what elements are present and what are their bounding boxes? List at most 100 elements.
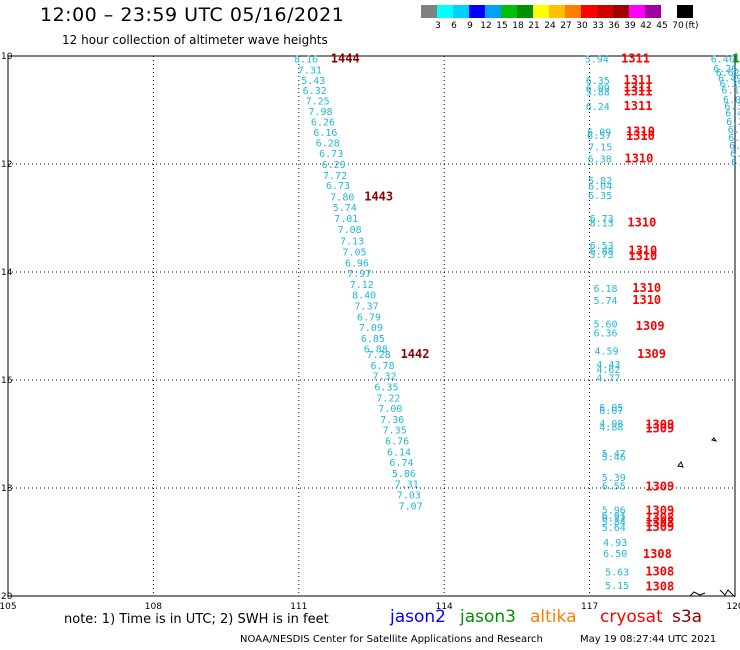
satellite-legend-cryosat: cryosat xyxy=(600,607,663,627)
wave-height-value: 4.93 xyxy=(603,538,627,549)
color-scale-label: 39 xyxy=(624,21,636,31)
y-tick-label: 12 xyxy=(1,160,12,170)
color-swatch xyxy=(597,5,613,18)
color-swatch xyxy=(453,5,469,18)
wave-height-value: 6.73 xyxy=(326,181,350,192)
page-title: 12:00 – 23:59 UTC 05/16/2021 xyxy=(40,4,345,26)
color-scale-label: 42 xyxy=(640,21,652,31)
wave-height-value: 4.88 xyxy=(599,422,623,433)
pass-number: 1311 xyxy=(624,80,653,94)
wave-height-value: 8.13 xyxy=(590,218,614,229)
wave-height-value: 4.77 xyxy=(596,373,620,384)
wave-height-value: 6.04 xyxy=(588,182,612,193)
color-scale-label: 21 xyxy=(528,21,540,31)
wave-height-value: 6.53 xyxy=(590,241,614,252)
pass-number: 1310 xyxy=(628,249,657,263)
color-swatch xyxy=(677,5,693,18)
color-scale-label: 27 xyxy=(560,21,572,31)
color-swatch xyxy=(421,5,437,18)
pass-number: 1444 xyxy=(331,52,360,66)
pass-number: 1308 xyxy=(645,579,674,593)
wave-height-value: 6.36 xyxy=(593,328,617,339)
pass-number: 1309 xyxy=(637,347,666,361)
wave-height-value: 7.37 xyxy=(355,301,379,312)
wave-height-value: 7.22 xyxy=(376,393,400,404)
color-scale-label: 30 xyxy=(576,21,588,31)
wave-height-value: 7.98 xyxy=(308,107,332,118)
credit-line: NOAA/NESDIS Center for Satellite Applica… xyxy=(240,634,543,645)
x-tick-label: 108 xyxy=(145,602,162,612)
wave-height-value: 6.29 xyxy=(322,160,346,171)
wave-height-value: 6.18 xyxy=(731,157,740,168)
y-tick-label: 16 xyxy=(1,376,13,386)
wave-height-value: 7.97 xyxy=(347,269,371,280)
pass-number: 1311 xyxy=(621,52,650,66)
wave-height-value: 7.13 xyxy=(340,237,364,248)
wave-height-value: 5.86 xyxy=(392,469,416,480)
wave-height-value: 6.79 xyxy=(357,312,381,323)
wave-height-value: 4.43 xyxy=(596,360,620,371)
wave-height-value: 6.28 xyxy=(316,138,340,149)
wave-height-value: 7.35 xyxy=(383,426,407,437)
color-swatch xyxy=(437,5,453,18)
wave-height-value: 5.63 xyxy=(605,568,629,579)
wave-height-value: 5.96 xyxy=(602,506,626,517)
pass-number: 1310 xyxy=(628,243,657,257)
satellite-legend-altika: altika xyxy=(530,607,577,627)
x-tick-label: 117 xyxy=(581,602,598,612)
wave-height-value: 5.88 xyxy=(586,88,610,99)
pass-number: 1 xyxy=(733,52,740,66)
pass-number: 1311 xyxy=(624,85,653,99)
wave-height-value: 6.01 xyxy=(602,511,626,522)
pass-number: 1309 xyxy=(645,504,674,518)
wave-height-value: 5.47 xyxy=(602,449,626,460)
wave-height-value: 5.94 xyxy=(585,55,609,66)
generated-timestamp: May 19 08:27:44 UTC 2021 xyxy=(580,634,717,645)
wave-height-value: 7.31 xyxy=(298,66,322,77)
pass-number: 1310 xyxy=(626,129,655,143)
wave-height-value: 6.49 xyxy=(718,74,740,85)
x-tick-label: 105 xyxy=(0,602,17,612)
wave-height-value: 6.88 xyxy=(590,246,614,257)
coastline xyxy=(677,437,736,598)
wave-height-value: 6.26 xyxy=(311,117,335,128)
color-swatch xyxy=(629,5,645,18)
color-scale-unit: (ft) xyxy=(685,21,699,31)
wave-height-value: 5.64 xyxy=(602,523,626,534)
pass-number: 1310 xyxy=(632,281,661,295)
wave-height-value: 7.00 xyxy=(378,404,402,415)
wave-height-value: 6.78 xyxy=(371,361,395,372)
color-scale-label: 24 xyxy=(544,21,556,31)
color-scale-label: 36 xyxy=(608,21,620,31)
pass-number: 1443 xyxy=(364,189,393,203)
wave-height-value: 6.09 xyxy=(587,128,611,139)
wave-height-value: 6.40 xyxy=(725,109,740,120)
wave-height-value: 5.46 xyxy=(602,453,626,464)
wave-height-value: 6.26 xyxy=(713,64,737,75)
wave-height-value: 5.74 xyxy=(593,296,617,307)
wave-height-value: 6.73 xyxy=(319,149,343,160)
wave-height-value: 7.09 xyxy=(359,323,383,334)
wave-height-value: 6.62 xyxy=(716,68,740,79)
color-scale-label: 9 xyxy=(467,21,473,31)
wave-height-value: 6.57 xyxy=(587,131,611,142)
pass-number: 1309 xyxy=(645,520,674,534)
wave-height-value: 6.50 xyxy=(603,549,627,560)
wave-height-value: 4.62 xyxy=(596,365,620,376)
wave-height-value: 6.35 xyxy=(588,191,612,202)
wave-height-value: 6.55 xyxy=(602,481,626,492)
color-swatch xyxy=(533,5,549,18)
satellite-legend-s3a: s3a xyxy=(672,607,703,627)
wave-height-value: 7.15 xyxy=(588,143,612,154)
pass-number: 1308 xyxy=(645,511,674,525)
wave-height-value: 6.05 xyxy=(599,403,623,414)
pass-number: 1308 xyxy=(645,565,674,579)
wave-height-value: 6.39 xyxy=(719,79,740,90)
map-grid: 105 108 111 114 117 120 10 12 14 16 18 20 xyxy=(0,52,740,612)
wave-height-value: 5.82 xyxy=(588,176,612,187)
color-scale-label: 6 xyxy=(451,21,457,31)
x-tick-label: 114 xyxy=(436,602,453,612)
pass-number: 1309 xyxy=(645,422,674,436)
color-scale-label: 18 xyxy=(512,21,524,31)
